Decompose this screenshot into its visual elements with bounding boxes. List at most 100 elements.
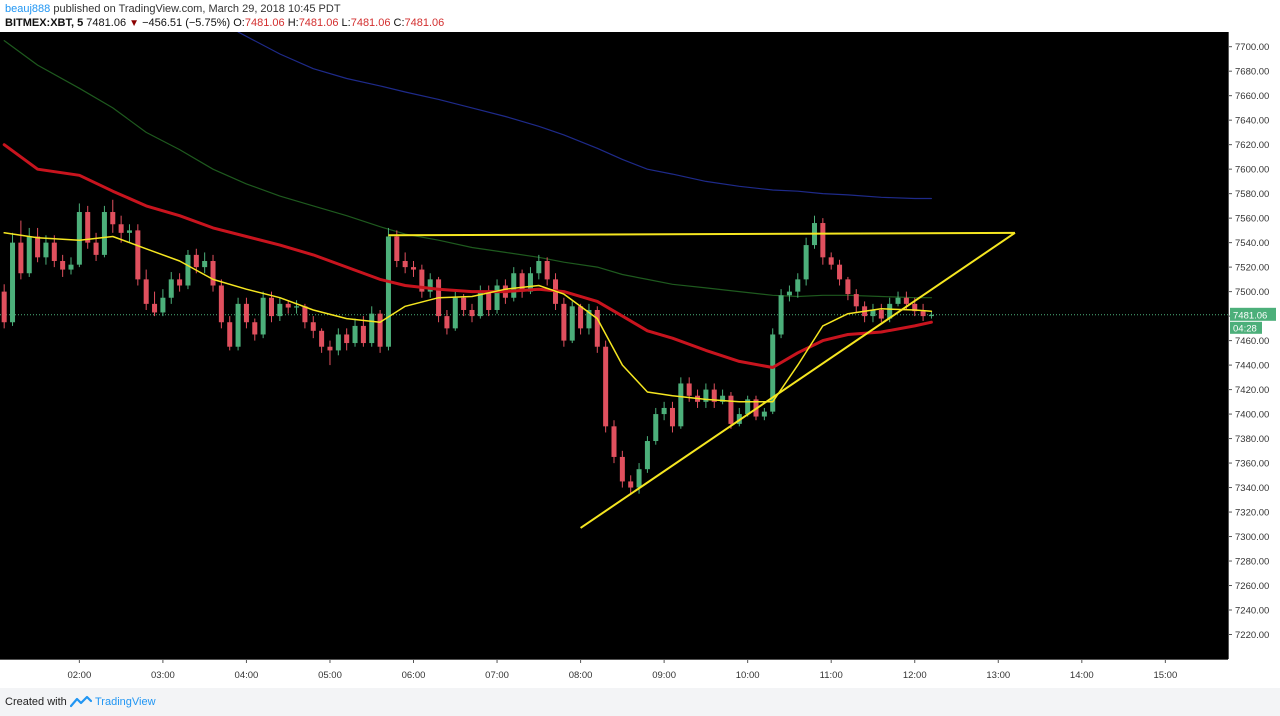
y-tick-label-19: 7600.00 <box>1235 165 1269 176</box>
y-tick-label-3: 7280.00 <box>1235 557 1269 568</box>
y-tick-label-10: 7420.00 <box>1235 385 1269 396</box>
candle-body-104 <box>870 309 876 317</box>
x-tick-label-11: 13:00 <box>986 670 1010 681</box>
y-tick-label-16: 7540.00 <box>1235 238 1269 249</box>
tradingview-brand[interactable]: TradingView <box>95 696 156 708</box>
candle-body-41 <box>344 334 350 344</box>
x-tick-label-10: 12:00 <box>903 670 927 681</box>
candle-body-26 <box>218 285 224 323</box>
candle-body-12 <box>101 212 107 255</box>
y-tick-label-9: 7400.00 <box>1235 410 1269 421</box>
tradingview-logo-icon <box>70 695 92 708</box>
candle-body-19 <box>160 297 166 313</box>
ma-fast-line <box>3 232 933 403</box>
candle-body-101 <box>845 279 851 295</box>
candle-body-17 <box>143 279 149 304</box>
candle-body-98 <box>820 223 826 258</box>
x-tick-label-12: 14:00 <box>1070 670 1094 681</box>
candle-body-92 <box>770 334 776 412</box>
x-tick-label-5: 07:00 <box>485 670 509 681</box>
candle-body-46 <box>385 236 391 347</box>
candle-body-8 <box>68 264 74 270</box>
candle-body-33 <box>277 303 283 317</box>
candle-body-69 <box>578 306 584 329</box>
candle-body-80 <box>669 407 675 427</box>
candle-body-30 <box>252 322 258 335</box>
candle-body-22 <box>185 254 191 286</box>
candle-body-39 <box>327 346 333 351</box>
ohlc-high: H:7481.06 <box>288 17 339 29</box>
ohlc-close-value: 7481.06 <box>404 17 445 29</box>
price-change: −456.51 (−5.75%) <box>142 17 231 29</box>
candle-body-74 <box>619 456 625 482</box>
candle-body-23 <box>193 254 199 268</box>
publisher-link[interactable]: beauj888 <box>5 3 51 15</box>
candle-body-71 <box>594 309 600 347</box>
candle-body-59 <box>494 285 500 310</box>
x-tick-label-7: 09:00 <box>652 670 676 681</box>
ohlc-close: C:7481.06 <box>394 17 445 29</box>
current-price-tag <box>1230 307 1276 321</box>
candle-body-85 <box>711 389 717 402</box>
candle-body-109 <box>912 303 918 312</box>
candle-body-57 <box>477 291 483 317</box>
countdown-label: 04:28 <box>1233 323 1257 334</box>
y-tick-label-22: 7660.00 <box>1235 91 1269 102</box>
candle-body-48 <box>402 261 408 268</box>
time-axis <box>0 659 1228 688</box>
candle-body-38 <box>319 330 325 347</box>
ohlc-open: O:7481.06 <box>233 17 284 29</box>
footer: Created with TradingView <box>0 688 1280 716</box>
candle-body-37 <box>310 322 316 331</box>
candle-body-56 <box>469 309 475 317</box>
ohlc-low: L:7481.06 <box>342 17 391 29</box>
candle-body-6 <box>51 242 57 262</box>
candle-body-15 <box>126 230 132 233</box>
candle-body-82 <box>686 383 692 396</box>
y-tick-label-12: 7460.00 <box>1235 336 1269 347</box>
candle-body-49 <box>411 267 417 270</box>
candle-body-21 <box>177 279 183 286</box>
x-tick-label-3: 05:00 <box>318 670 342 681</box>
candle-body-24 <box>202 261 208 268</box>
x-tick-label-0: 02:00 <box>67 670 91 681</box>
candle-body-99 <box>828 257 834 265</box>
candle-body-108 <box>903 297 909 304</box>
candle-body-0 <box>1 291 7 323</box>
candle-body-111 <box>928 314 934 317</box>
x-tick-label-6: 08:00 <box>569 670 593 681</box>
candle-body-45 <box>377 313 383 347</box>
candle-body-53 <box>444 316 450 329</box>
candle-body-34 <box>285 303 291 308</box>
published-text: published on TradingView.com, March 29, … <box>53 3 341 15</box>
candle-body-25 <box>210 261 216 286</box>
candle-body-67 <box>561 303 567 341</box>
candle-body-62 <box>519 273 525 292</box>
ohlc-open-value: 7481.06 <box>244 17 285 29</box>
trendline-0 <box>388 231 1015 237</box>
candle-body-84 <box>703 389 709 402</box>
candle-body-61 <box>511 273 517 298</box>
ohlc-high-value: 7481.06 <box>298 17 339 29</box>
y-tick-label-21: 7640.00 <box>1235 116 1269 127</box>
ohlc-high-label: H: <box>287 17 299 29</box>
candle-body-64 <box>536 261 542 274</box>
x-tick-label-2: 04:00 <box>235 670 259 681</box>
candle-body-102 <box>853 294 859 307</box>
y-tick-label-5: 7320.00 <box>1235 508 1269 519</box>
current-price-label: 7481.06 <box>1233 310 1267 321</box>
candle-body-43 <box>360 325 366 344</box>
price-chart[interactable]: 7220.00 7240.00 7260.00 7280.00 7300.00 7320.… <box>0 32 1280 688</box>
down-triangle-icon: ▼ <box>129 18 140 29</box>
symbol-name[interactable]: BITMEX:XBT, 5 <box>5 17 84 29</box>
y-tick-label-17: 7560.00 <box>1235 214 1269 225</box>
x-tick-label-13: 15:00 <box>1153 670 1177 681</box>
candle-body-11 <box>93 242 99 255</box>
candle-body-81 <box>678 383 684 427</box>
symbol-line: BITMEX:XBT, 5 7481.06 ▼ −456.51 (−5.75%)… <box>5 17 444 29</box>
candle-body-29 <box>243 303 249 323</box>
candle-body-96 <box>803 245 809 280</box>
y-tick-label-6: 7340.00 <box>1235 483 1269 494</box>
candle-body-13 <box>110 212 116 225</box>
candle-body-2 <box>18 242 24 274</box>
